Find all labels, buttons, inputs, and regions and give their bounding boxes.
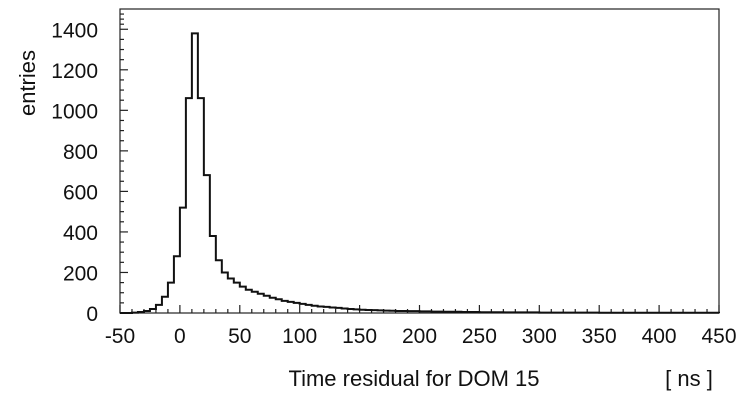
x-tick-label: 200 (402, 325, 437, 348)
y-tick-label: 1400 (51, 19, 98, 42)
y-tick-label: 600 (63, 181, 98, 204)
x-tick-label: 50 (228, 325, 251, 348)
x-tick-label: 0 (174, 325, 186, 348)
x-tick-label: 350 (582, 325, 617, 348)
x-tick-label: 100 (282, 325, 317, 348)
x-tick-label: 300 (522, 325, 557, 348)
x-axis-title: Time residual for DOM 15 (288, 366, 539, 391)
histogram-series (120, 32, 720, 314)
x-tick-label: 250 (462, 325, 497, 348)
x-tick-label: 150 (342, 325, 377, 348)
y-axis-tick-labels: 0 200 400 600 800 1000 1200 1400 (51, 19, 98, 326)
y-tick-label: 400 (63, 222, 98, 245)
y-tick-label: 0 (86, 303, 98, 326)
x-tick-label: 450 (701, 325, 736, 348)
x-tick-label: -50 (105, 325, 135, 348)
y-axis-ticks (120, 13, 128, 314)
y-tick-label: 1200 (51, 60, 98, 83)
x-axis-unit: [ ns ] (665, 366, 713, 391)
plot-frame (119, 8, 720, 314)
y-tick-label: 1000 (51, 100, 98, 123)
y-tick-label: 800 (63, 141, 98, 164)
x-tick-label: 400 (642, 325, 677, 348)
y-axis-title: entries (15, 50, 40, 116)
y-tick-label: 200 (63, 262, 98, 285)
x-axis-tick-labels: -50 0 50 100 150 200 250 300 350 400 450 (105, 325, 737, 348)
